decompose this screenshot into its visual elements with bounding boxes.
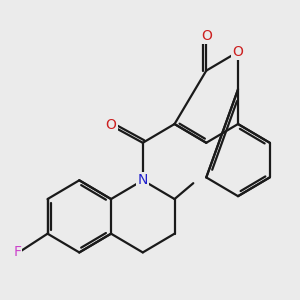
Text: O: O [232, 45, 243, 59]
Text: F: F [13, 245, 21, 260]
Text: O: O [106, 118, 116, 133]
Text: N: N [138, 173, 148, 187]
Text: O: O [201, 29, 212, 43]
